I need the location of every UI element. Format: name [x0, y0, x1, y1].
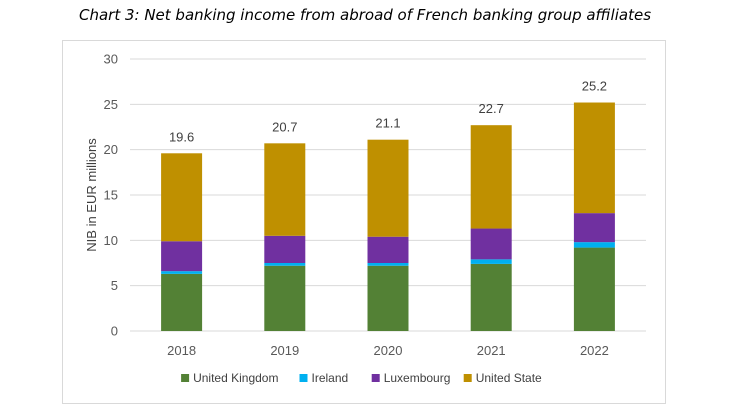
y-tick-label: 0 — [111, 324, 118, 339]
bar-segment-ireland — [264, 263, 306, 266]
y-tick-label: 30 — [104, 52, 118, 67]
bar-segment-united-kingdom — [573, 247, 615, 331]
legend-label: Ireland — [312, 371, 349, 385]
bar-segment-united-state — [367, 139, 409, 237]
total-data-label: 20.7 — [272, 119, 297, 134]
bar-segment-united-state — [161, 153, 203, 242]
bar-segment-united-kingdom — [367, 265, 409, 331]
bar-segment-ireland — [573, 242, 615, 248]
x-tick-label: 2021 — [477, 343, 506, 358]
bar-segment-luxembourg — [573, 213, 615, 243]
labels: 0 5 10 15 20 25 30 NIB in EUR millions 19.6 2018 2… — [84, 52, 609, 359]
bar-segment-united-state — [573, 102, 615, 214]
x-tick-label: 2019 — [270, 343, 299, 358]
bar-segment-luxembourg — [161, 241, 203, 272]
y-tick-label: 10 — [104, 233, 118, 248]
bars — [161, 102, 615, 331]
bar-segment-united-state — [470, 125, 512, 229]
bar-segment-united-state — [264, 143, 306, 236]
legend-swatch — [371, 374, 380, 382]
x-tick-label: 2018 — [167, 343, 196, 358]
y-tick-label: 20 — [104, 142, 118, 157]
legend-label: Luxembourg — [384, 371, 451, 385]
bar-segment-united-kingdom — [161, 273, 203, 331]
chart-frame — [62, 40, 666, 404]
bar-segment-luxembourg — [470, 228, 512, 260]
chart-title: Chart 3: Net banking income from abroad … — [78, 6, 652, 24]
legend-swatch — [463, 374, 472, 382]
bar-segment-luxembourg — [367, 236, 409, 263]
bar-segment-united-kingdom — [470, 263, 512, 331]
legend: United Kingdom Ireland Luxembourg United St… — [181, 371, 542, 385]
bar-segment-ireland — [367, 263, 409, 266]
bar-segment-ireland — [470, 259, 512, 264]
legend-swatch — [299, 374, 308, 382]
legend-label: United State — [476, 371, 542, 385]
legend-swatch — [181, 374, 190, 382]
y-tick-label: 25 — [104, 97, 118, 112]
y-axis-title: NIB in EUR millions — [84, 138, 99, 252]
x-tick-label: 2020 — [374, 343, 403, 358]
bar-segment-ireland — [161, 271, 203, 274]
total-data-label: 19.6 — [169, 129, 194, 144]
bar-segment-united-kingdom — [264, 265, 306, 331]
total-data-label: 21.1 — [375, 116, 400, 131]
total-data-label: 22.7 — [479, 101, 504, 116]
legend-label: United Kingdom — [193, 371, 278, 385]
total-data-label: 25.2 — [582, 79, 607, 94]
y-tick-label: 5 — [111, 278, 118, 293]
bar-segment-luxembourg — [264, 235, 306, 263]
x-tick-label: 2022 — [580, 343, 609, 358]
y-tick-label: 15 — [104, 188, 118, 203]
